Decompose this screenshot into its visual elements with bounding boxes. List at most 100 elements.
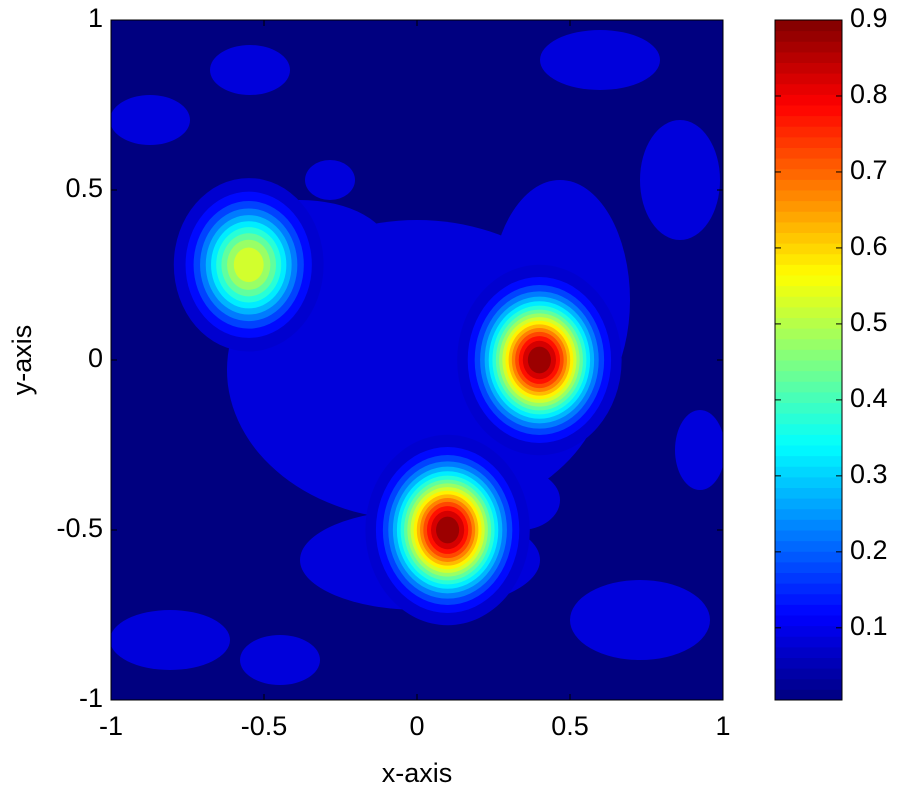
colorbar-band <box>775 572 842 584</box>
colorbar-band <box>775 253 842 265</box>
colorbar-band <box>775 275 842 287</box>
colorbar-band <box>775 126 842 138</box>
colorbar-band <box>775 530 842 542</box>
colorbar-band <box>775 476 842 488</box>
colorbar-band <box>775 561 842 573</box>
x-tick-label: 1 <box>715 711 730 741</box>
colorbar-band <box>775 317 842 329</box>
x-tick-label: -1 <box>99 711 123 741</box>
colorbar-band <box>775 147 842 159</box>
colorbar-band <box>775 51 842 63</box>
colorbar-band <box>775 221 842 233</box>
colorbar-band <box>775 264 842 276</box>
colorbar-band <box>775 583 842 595</box>
colorbar-band <box>775 83 842 95</box>
colorbar-band <box>775 519 842 531</box>
colorbar-tick-label: 0.7 <box>850 155 888 185</box>
colorbar-band <box>775 657 842 669</box>
colorbar-tick-label: 0.5 <box>850 307 888 337</box>
colorbar-band <box>775 636 842 648</box>
colorbar-band <box>775 593 842 605</box>
background-blob <box>210 45 290 95</box>
x-tick-label: 0.5 <box>551 711 589 741</box>
background-blob <box>111 95 190 145</box>
colorbar <box>775 20 842 701</box>
colorbar-band <box>775 73 842 85</box>
colorbar-band <box>775 306 842 318</box>
colorbar-band <box>775 370 842 382</box>
peak <box>457 264 622 456</box>
colorbar-band <box>775 115 842 127</box>
colorbar-band <box>775 136 842 148</box>
colorbar-band <box>775 689 842 701</box>
colorbar-band <box>775 604 842 616</box>
colorbar-band <box>775 168 842 180</box>
colorbar-band <box>775 615 842 627</box>
x-axis-label: x-axis <box>382 758 453 788</box>
colorbar-band <box>775 551 842 563</box>
colorbar-band <box>775 423 842 435</box>
background-blob <box>305 160 355 200</box>
background-blob <box>111 610 230 670</box>
colorbar-band <box>775 200 842 212</box>
colorbar-band <box>775 41 842 53</box>
colorbar-band <box>775 381 842 393</box>
y-tick-label: 0.5 <box>65 173 103 203</box>
background-blob <box>570 580 710 660</box>
contour-level <box>527 346 551 374</box>
background-blob <box>640 120 720 240</box>
y-tick-label: -1 <box>79 683 103 713</box>
x-tick-label: 0 <box>409 711 424 741</box>
contour-field <box>111 30 723 685</box>
colorbar-band <box>775 678 842 690</box>
colorbar-band <box>775 211 842 223</box>
colorbar-band <box>775 328 842 340</box>
colorbar-band <box>775 179 842 191</box>
colorbar-band <box>775 158 842 170</box>
colorbar-band <box>775 466 842 478</box>
colorbar-band <box>775 62 842 74</box>
colorbar-band <box>775 540 842 552</box>
colorbar-band <box>775 413 842 425</box>
colorbar-tick-label: 0.8 <box>850 79 888 109</box>
colorbar-band <box>775 402 842 414</box>
peak <box>173 178 324 352</box>
colorbar-tick-label: 0.4 <box>850 383 888 413</box>
colorbar-band <box>775 190 842 202</box>
colorbar-band <box>775 30 842 42</box>
colorbar-band <box>775 625 842 637</box>
x-tick-label: -0.5 <box>241 711 288 741</box>
colorbar-band <box>775 434 842 446</box>
colorbar-band <box>775 360 842 372</box>
colorbar-band <box>775 285 842 297</box>
colorbar-tick-label: 0.3 <box>850 459 888 489</box>
colorbar-band <box>775 508 842 520</box>
colorbar-band <box>775 668 842 680</box>
colorbar-band <box>775 349 842 361</box>
y-axis-label: y-axis <box>7 325 37 396</box>
background-blob <box>240 635 320 685</box>
colorbar-band <box>775 646 842 658</box>
background-blob <box>540 30 660 90</box>
colorbar-band <box>775 243 842 255</box>
y-tick-label: 1 <box>88 3 103 33</box>
colorbar-tick-label: 0.1 <box>850 611 888 641</box>
contour-level <box>436 516 460 544</box>
background-blob <box>675 410 723 490</box>
y-tick-label: 0 <box>88 343 103 373</box>
colorbar-tick-label: 0.6 <box>850 231 888 261</box>
y-tick-label: -0.5 <box>56 513 103 543</box>
peak <box>365 434 530 626</box>
contour-level <box>233 247 264 283</box>
colorbar-band <box>775 455 842 467</box>
colorbar-tick-label: 0.2 <box>850 535 888 565</box>
colorbar-band <box>775 445 842 457</box>
colorbar-band <box>775 296 842 308</box>
colorbar-band <box>775 20 842 32</box>
colorbar-band <box>775 487 842 499</box>
colorbar-band <box>775 338 842 350</box>
colorbar-band <box>775 498 842 510</box>
colorbar-frame <box>774 19 843 701</box>
colorbar-band <box>775 105 842 117</box>
